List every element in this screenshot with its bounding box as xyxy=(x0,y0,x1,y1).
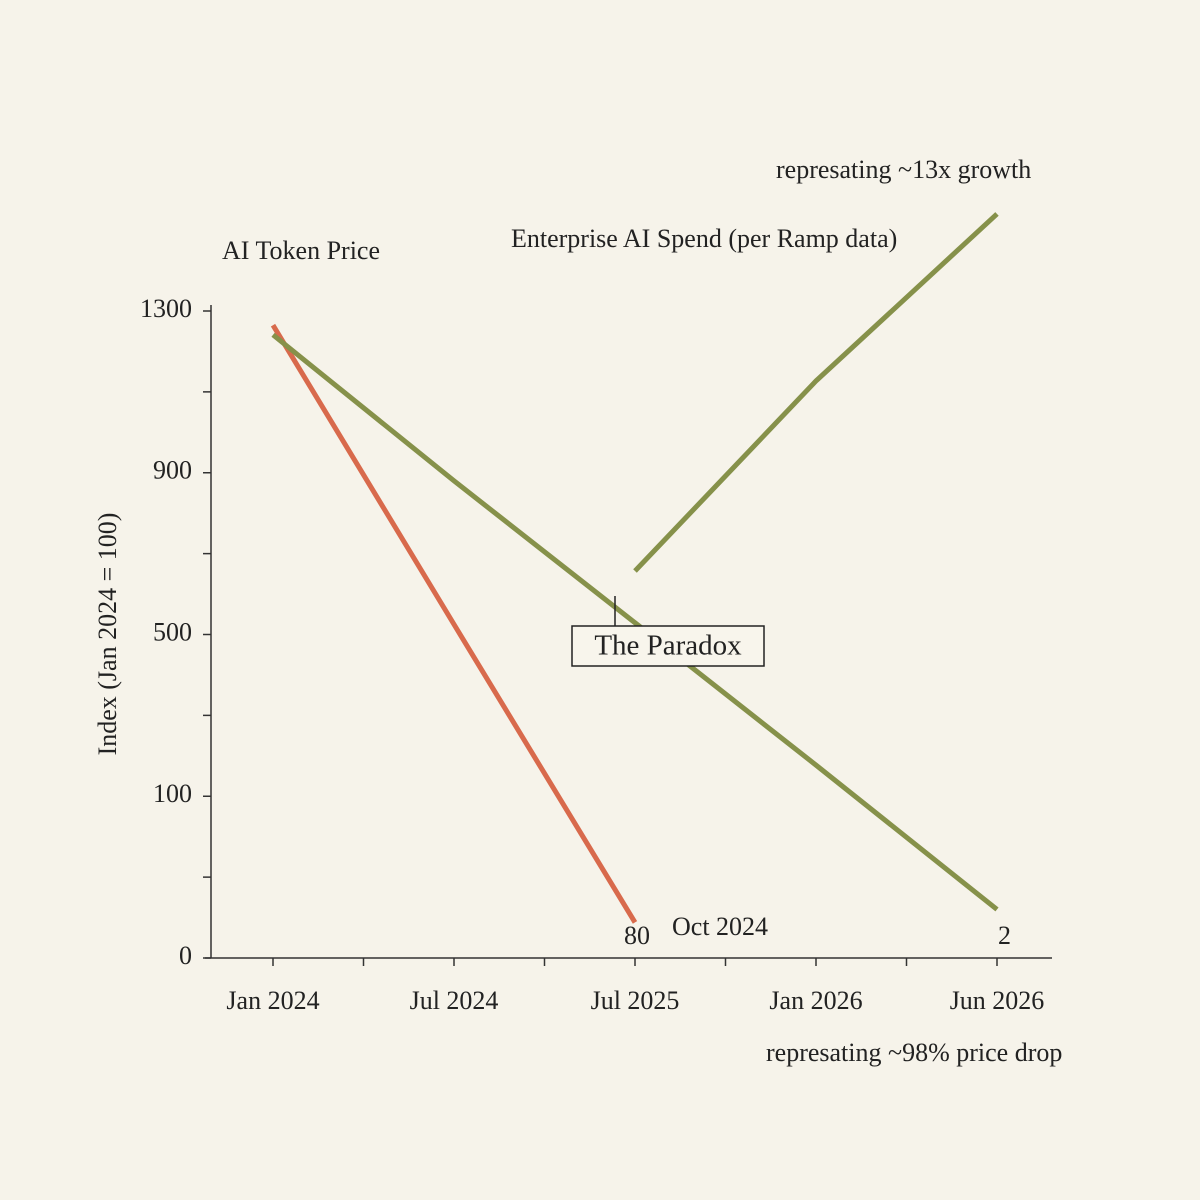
y-tick-label: 1300 xyxy=(140,294,192,323)
series-line xyxy=(270,323,638,924)
y-tick-label: 900 xyxy=(153,456,192,485)
annotation: 2 xyxy=(998,921,1011,950)
callout-box xyxy=(571,625,765,667)
y-tick-label: 100 xyxy=(153,779,192,808)
x-tick-label: Jul 2024 xyxy=(410,986,499,1015)
series-line xyxy=(271,332,999,912)
x-tick-label: Jan 2024 xyxy=(226,986,319,1015)
y-axis-label: Index (Jan 2024 = 100) xyxy=(93,513,122,756)
annotation: represating ~98% price drop xyxy=(766,1038,1062,1067)
y-tick-label: 500 xyxy=(153,617,192,646)
x-tick-label: Jan 2026 xyxy=(769,986,862,1015)
series-label: AI Token Price xyxy=(222,236,380,265)
callout-text: The Paradox xyxy=(594,630,742,662)
annotation: represating ~13x growth xyxy=(776,155,1031,184)
x-tick-label: Jun 2026 xyxy=(950,986,1045,1015)
series-label: Enterprise AI Spend (per Ramp data) xyxy=(511,224,897,253)
y-tick-label: 0 xyxy=(179,941,192,970)
annotation: 80 xyxy=(624,921,650,950)
series-line xyxy=(633,212,999,573)
annotation: Oct 2024 xyxy=(672,912,768,941)
x-tick-label: Jul 2025 xyxy=(591,986,680,1015)
